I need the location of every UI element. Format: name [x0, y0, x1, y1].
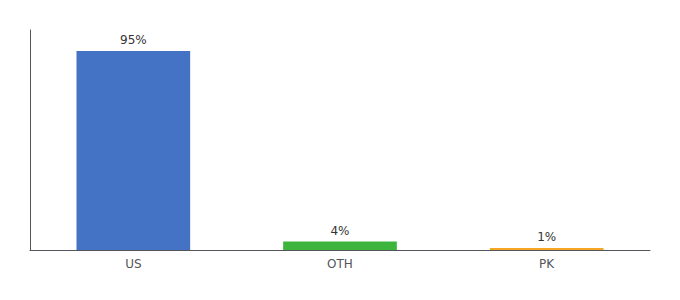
svg-text:1%: 1% — [537, 230, 556, 244]
svg-text:OTH: OTH — [327, 257, 353, 271]
svg-text:PK: PK — [539, 257, 555, 271]
svg-text:US: US — [125, 257, 141, 271]
svg-text:4%: 4% — [330, 224, 349, 238]
svg-text:95%: 95% — [120, 33, 147, 47]
